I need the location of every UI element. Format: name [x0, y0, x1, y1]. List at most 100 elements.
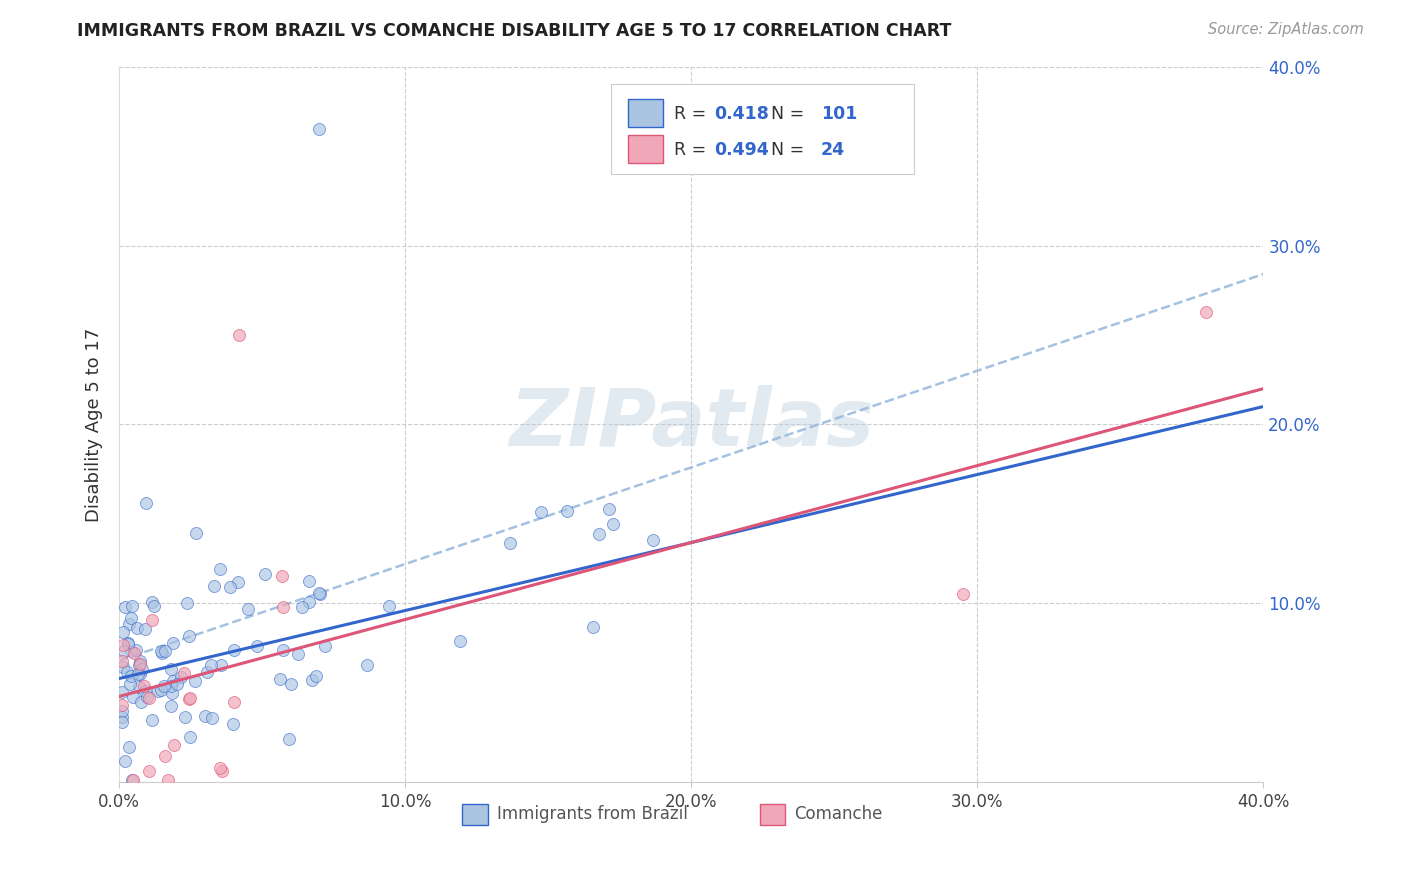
Point — [118, 677, 141, 691]
Point — [301, 673, 323, 687]
Text: 0.418: 0.418 — [714, 105, 769, 123]
Point — [209, 562, 232, 576]
Point — [134, 622, 156, 636]
Point — [280, 676, 302, 690]
Point — [308, 586, 330, 600]
Point — [269, 672, 291, 686]
Point — [148, 684, 170, 698]
Point — [176, 596, 198, 610]
Point — [236, 602, 259, 616]
Text: R =: R = — [673, 105, 711, 123]
Point — [121, 773, 143, 788]
Text: IMMIGRANTS FROM BRAZIL VS COMANCHE DISABILITY AGE 5 TO 17 CORRELATION CHART: IMMIGRANTS FROM BRAZIL VS COMANCHE DISAB… — [77, 22, 952, 40]
Text: 24: 24 — [821, 141, 845, 159]
Point — [111, 625, 134, 640]
FancyBboxPatch shape — [463, 804, 488, 825]
Point — [160, 699, 183, 714]
Point — [201, 711, 224, 725]
Point — [224, 643, 246, 657]
Point — [136, 690, 159, 704]
Point — [530, 505, 553, 519]
Point — [378, 599, 401, 613]
Text: N =: N = — [761, 105, 810, 123]
Point — [314, 639, 336, 653]
Point — [111, 714, 134, 729]
Point — [138, 764, 160, 778]
Point — [117, 637, 139, 651]
Point — [194, 708, 217, 723]
Text: 101: 101 — [821, 105, 858, 123]
Point — [128, 657, 150, 671]
Point — [449, 634, 471, 648]
Point — [298, 595, 321, 609]
Point — [112, 660, 135, 674]
Point — [254, 567, 277, 582]
Point — [115, 665, 138, 679]
FancyBboxPatch shape — [612, 85, 914, 174]
Point — [1195, 305, 1218, 319]
Point — [159, 679, 181, 693]
Point — [138, 691, 160, 706]
FancyBboxPatch shape — [761, 804, 785, 825]
Point — [162, 636, 184, 650]
Point — [112, 643, 135, 657]
Text: ZIPatlas: ZIPatlas — [509, 385, 873, 464]
Point — [170, 670, 193, 684]
Point — [143, 599, 166, 614]
Point — [186, 525, 208, 540]
Point — [118, 740, 141, 755]
Point — [132, 679, 155, 693]
Point — [218, 580, 240, 594]
Point — [222, 716, 245, 731]
Point — [111, 685, 134, 699]
Point — [211, 764, 233, 778]
Point — [290, 600, 312, 615]
Point — [134, 683, 156, 698]
Point — [226, 574, 249, 589]
Point — [179, 691, 201, 706]
Point — [117, 636, 139, 650]
Point — [128, 680, 150, 694]
Point — [162, 674, 184, 689]
Point — [952, 587, 974, 601]
Point — [174, 709, 197, 723]
Y-axis label: Disability Age 5 to 17: Disability Age 5 to 17 — [86, 327, 103, 522]
Point — [111, 704, 134, 718]
Point — [160, 662, 183, 676]
Point — [141, 595, 163, 609]
Point — [183, 673, 205, 688]
Point — [641, 533, 664, 548]
Point — [131, 662, 153, 676]
Point — [209, 761, 232, 775]
Point — [195, 665, 218, 680]
Point — [111, 639, 134, 653]
Point — [141, 613, 163, 627]
Point — [287, 647, 309, 661]
Point — [202, 579, 225, 593]
Point — [602, 517, 624, 532]
Text: Source: ZipAtlas.com: Source: ZipAtlas.com — [1208, 22, 1364, 37]
Point — [160, 686, 183, 700]
Text: R =: R = — [673, 141, 711, 159]
Point — [129, 667, 152, 681]
Point — [499, 536, 522, 550]
Point — [127, 666, 149, 681]
Point — [157, 773, 180, 788]
Point — [179, 628, 201, 642]
Point — [127, 621, 149, 635]
Point — [356, 658, 378, 673]
Point — [278, 732, 301, 747]
Point — [200, 657, 222, 672]
Point — [222, 695, 245, 709]
Point — [271, 569, 294, 583]
Point — [120, 643, 142, 657]
Point — [163, 738, 186, 752]
Point — [153, 644, 176, 658]
FancyBboxPatch shape — [628, 135, 662, 163]
Point — [555, 504, 578, 518]
Point — [588, 526, 610, 541]
Point — [150, 682, 173, 697]
Point — [111, 710, 134, 724]
Point — [155, 748, 177, 763]
Point — [211, 657, 233, 672]
